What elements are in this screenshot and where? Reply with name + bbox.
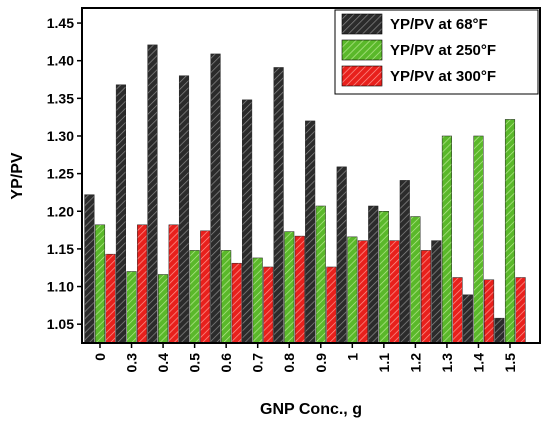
bar-250f-1 [347, 236, 358, 344]
axis-ticks: 0 0.3 0.4 0.5 0.6 0.7 0.8 0.9 1 1.1 1.2 1.3 1.4 1.5 1.… [47, 15, 518, 372]
y-axis-title: YP/PV [9, 152, 26, 199]
bar-250f-0.6 [221, 250, 232, 344]
bar-250f-1.2 [410, 216, 421, 344]
legend-swatch-250f [341, 39, 383, 61]
bar-250f-0 [94, 224, 106, 344]
y-tick-label: 1.35 [47, 90, 74, 106]
bar-68f-0.9 [305, 120, 316, 344]
legend: YP/PV at 68°F YP/PV at 250°F YP/PV at 30… [334, 9, 539, 95]
x-tick-label: 1.3 [439, 353, 455, 373]
legend-swatch-68f [341, 13, 383, 35]
x-axis-title: GNP Conc., g [260, 401, 362, 418]
plot-area-frame [81, 7, 541, 344]
x-tick-label: 1.4 [470, 353, 486, 373]
bar-300f-0.3 [137, 224, 148, 344]
y-tick-label: 1.30 [47, 128, 74, 144]
y-tick-label: 1.10 [47, 279, 74, 295]
bar-300f-0.7 [263, 266, 274, 344]
bar-68f-0.6 [210, 53, 221, 344]
x-tick-label: 0.9 [313, 353, 329, 373]
bar-68f-1 [336, 166, 347, 344]
bar-250f-0.9 [315, 205, 326, 344]
bar-250f-0.4 [158, 274, 169, 344]
bar-300f-0.5 [200, 230, 211, 344]
bar-250f-0.3 [126, 271, 137, 344]
y-tick-label: 1.25 [47, 166, 74, 182]
bar-68f-0.7 [242, 99, 253, 344]
bar-68f-0.4 [147, 44, 158, 344]
bar-68f-0.8 [273, 67, 284, 344]
x-tick-label: 1 [344, 353, 360, 361]
legend-label-68f: YP/PV at 68°F [390, 16, 488, 33]
bars-layer [84, 44, 526, 344]
x-tick-label: 0.5 [187, 353, 203, 373]
bar-68f-0.5 [178, 75, 190, 344]
x-tick-label: 1.1 [376, 353, 392, 373]
bar-300f-1.2 [420, 250, 432, 344]
bar-68f-1.3 [431, 240, 442, 344]
x-tick-label: 0.4 [155, 353, 171, 373]
bar-68f-1.5 [494, 317, 505, 344]
bar-300f-1.4 [484, 279, 495, 344]
bar-250f-1.5 [504, 119, 516, 344]
bar-300f-0.4 [168, 224, 179, 344]
x-tick-label: 0.8 [281, 353, 297, 373]
bar-250f-0.7 [252, 257, 263, 344]
bar-250f-1.3 [441, 135, 452, 344]
bar-250f-0.5 [189, 250, 200, 344]
legend-label-300f: YP/PV at 300°F [390, 68, 496, 85]
legend-label-250f: YP/PV at 250°F [390, 42, 496, 59]
bar-300f-0.6 [231, 262, 242, 344]
bar-300f-1.1 [389, 240, 400, 344]
x-tick-label: 1.2 [407, 353, 423, 373]
legend-swatch-300f [341, 65, 383, 87]
bar-68f-0.3 [115, 84, 126, 344]
bar-250f-1.4 [473, 135, 484, 344]
bar-250f-0.8 [284, 231, 295, 344]
x-tick-label: 0.7 [250, 353, 266, 373]
x-tick-label: 1.5 [502, 353, 518, 373]
x-tick-label: 0.3 [124, 353, 140, 373]
bar-300f-0.9 [326, 266, 337, 344]
bar-300f-1 [357, 240, 368, 344]
bar-68f-1.1 [368, 205, 379, 344]
bar-250f-1.1 [378, 211, 389, 344]
bar-300f-1.5 [515, 277, 526, 344]
bar-68f-1.2 [399, 180, 410, 344]
y-tick-label: 1.45 [47, 15, 74, 31]
y-tick-label: 1.05 [47, 316, 74, 332]
bar-300f-0.8 [294, 235, 305, 344]
bar-68f-0 [84, 194, 95, 344]
x-tick-label: 0 [92, 353, 108, 361]
y-tick-label: 1.40 [47, 53, 74, 69]
bar-300f-1.3 [452, 277, 463, 344]
y-tick-label: 1.20 [47, 203, 74, 219]
bar-300f-0 [105, 253, 116, 344]
bar-68f-1.4 [462, 294, 473, 344]
y-tick-label: 1.15 [47, 241, 74, 257]
x-tick-label: 0.6 [218, 353, 234, 373]
